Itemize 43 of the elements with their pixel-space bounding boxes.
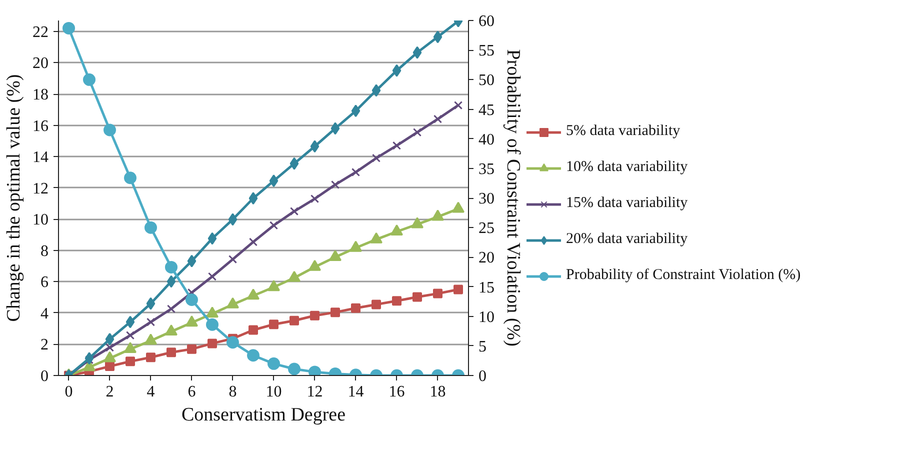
x-tick-label: 8 bbox=[228, 384, 237, 400]
y-tick-label: 16 bbox=[32, 118, 48, 135]
y-tick-label: 4 bbox=[40, 305, 48, 322]
y-tick-label: 22 bbox=[32, 24, 48, 41]
x-tick-label: 6 bbox=[188, 384, 196, 400]
y-tick-label: 18 bbox=[32, 86, 48, 104]
y2-tick-label: 20 bbox=[478, 250, 494, 267]
x-axis-title: Conservatism Degree bbox=[181, 404, 346, 426]
y2-tick-label: 5 bbox=[478, 338, 486, 356]
y-tick-label: 6 bbox=[40, 274, 48, 292]
y-tick-label: 10 bbox=[32, 212, 48, 229]
y2-tick-label: 15 bbox=[478, 279, 494, 296]
y2-tick-label: 45 bbox=[478, 102, 494, 119]
legend-label: 15% data variability bbox=[566, 195, 688, 212]
y-axis-title: Change in the optimal value (%) bbox=[4, 74, 24, 322]
legend-label: 20% data variability bbox=[566, 231, 688, 248]
x-tick-label: 10 bbox=[266, 384, 282, 400]
x-tick-label: 0 bbox=[64, 384, 73, 400]
y-tick-label: 0 bbox=[40, 368, 48, 385]
y2-tick-label: 55 bbox=[478, 42, 494, 60]
y-tick-label: 2 bbox=[40, 336, 48, 354]
x-tick-label: 16 bbox=[388, 384, 405, 400]
y2-tick-label: 30 bbox=[478, 190, 494, 208]
x-tick-label: 14 bbox=[348, 384, 364, 400]
y2-tick-label: 25 bbox=[478, 220, 494, 238]
x-tick-label: 2 bbox=[106, 384, 114, 400]
y2-tick-label: 40 bbox=[478, 131, 494, 148]
y-tick-label: 20 bbox=[32, 55, 48, 72]
legend-label: 5% data variability bbox=[566, 123, 680, 140]
y2-tick-label: 50 bbox=[478, 72, 494, 90]
y-tick-label: 14 bbox=[32, 149, 48, 166]
y2-tick-label: 35 bbox=[478, 160, 494, 178]
y2-tick-label: 0 bbox=[478, 368, 486, 385]
y2-axis-title: Probability of Constraint Violation (%) bbox=[502, 49, 524, 346]
legend-label: 10% data variability bbox=[566, 159, 688, 176]
y-tick-label: 12 bbox=[32, 180, 48, 198]
x-tick-label: 12 bbox=[306, 384, 323, 400]
y2-tick-label: 60 bbox=[478, 13, 494, 30]
y-tick-label: 8 bbox=[40, 242, 48, 260]
legend-label: Probability of Constraint Violation (%) bbox=[566, 267, 801, 284]
y2-tick-label: 10 bbox=[478, 308, 494, 326]
x-tick-label: 18 bbox=[430, 384, 446, 400]
x-tick-label: 4 bbox=[146, 384, 155, 400]
